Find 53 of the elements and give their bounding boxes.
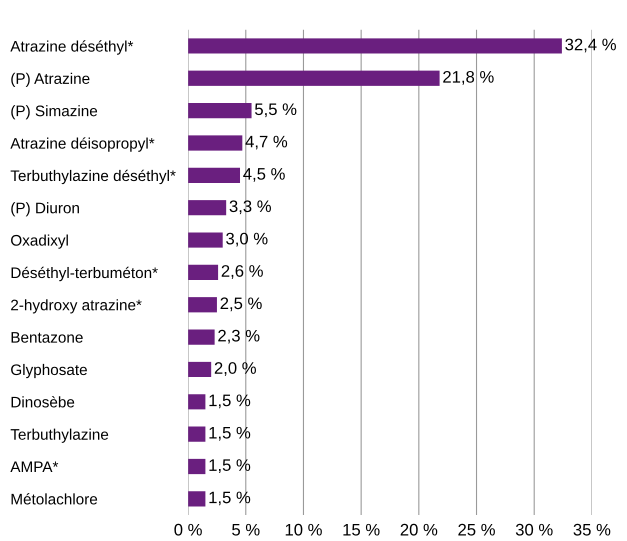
x-tick-label: 20 % [400, 524, 438, 536]
data-label: 4,7 % [245, 136, 288, 150]
x-tick-label: 35 % [574, 524, 610, 536]
y-tick-label: 2-hydroxy atrazine* [11, 299, 142, 314]
bar [188, 70, 440, 86]
y-tick-label: Atrazine déisopropyl* [10, 137, 154, 152]
y-tick-label: (P) Simazine [11, 105, 98, 120]
bar [188, 168, 240, 183]
data-label: 32,4 % [565, 38, 616, 52]
x-tick-label: 0 % [174, 524, 202, 536]
bar [188, 200, 226, 216]
data-label: 4,5 % [243, 168, 285, 182]
y-tick-label: Oxadixyl [11, 234, 68, 249]
y-tick-label: Dinosèbe [12, 396, 74, 408]
bar [188, 491, 206, 506]
data-label: 21,8 % [443, 70, 494, 85]
data-label: 3,0 % [226, 232, 268, 246]
bar [188, 329, 215, 345]
data-label: 5,5 % [254, 103, 296, 118]
y-tick-label: Glyphosate [11, 364, 87, 378]
data-label: 1,5 % [209, 492, 250, 506]
y-tick-label: Terbuthylazine déséthyl* [10, 170, 176, 184]
data-label: 1,5 % [209, 394, 250, 408]
x-tick-label: 25 % [458, 524, 495, 536]
data-label: 2,6 % [222, 265, 263, 279]
bar [188, 264, 218, 280]
data-label: 2,5 % [220, 297, 262, 312]
x-tick-label: 15 % [343, 524, 380, 536]
bar [188, 426, 206, 442]
y-tick-label: (P) Atrazine [11, 72, 90, 87]
data-label: 1,5 % [209, 459, 250, 473]
x-tick-label: 5 % [232, 524, 260, 536]
bar [188, 103, 252, 118]
y-tick-label: Atrazine déséthyl* [10, 40, 134, 55]
x-tick-label: 10 % [286, 524, 322, 536]
y-tick-label: Déséthyl-terbuméton* [12, 266, 158, 282]
data-label: 2,3 % [218, 330, 260, 344]
bar [188, 297, 217, 312]
bar [188, 38, 562, 54]
data-label: 1,5 % [209, 426, 250, 441]
y-tick-label: Bentazone [12, 332, 83, 343]
y-tick-label: (P) Diuron [11, 202, 79, 216]
bar [188, 362, 212, 378]
y-tick-label: AMPA* [10, 462, 58, 472]
data-label: 2,0 % [214, 362, 256, 376]
bar [188, 458, 206, 474]
y-tick-label: Terbuthylazine [10, 428, 108, 443]
bar [188, 232, 223, 248]
x-tick-label: 30 % [516, 524, 553, 536]
data-label: 3,3 % [230, 200, 271, 214]
bar [188, 135, 242, 151]
bar [188, 394, 206, 410]
y-tick-label: Métolachlore [12, 493, 98, 505]
